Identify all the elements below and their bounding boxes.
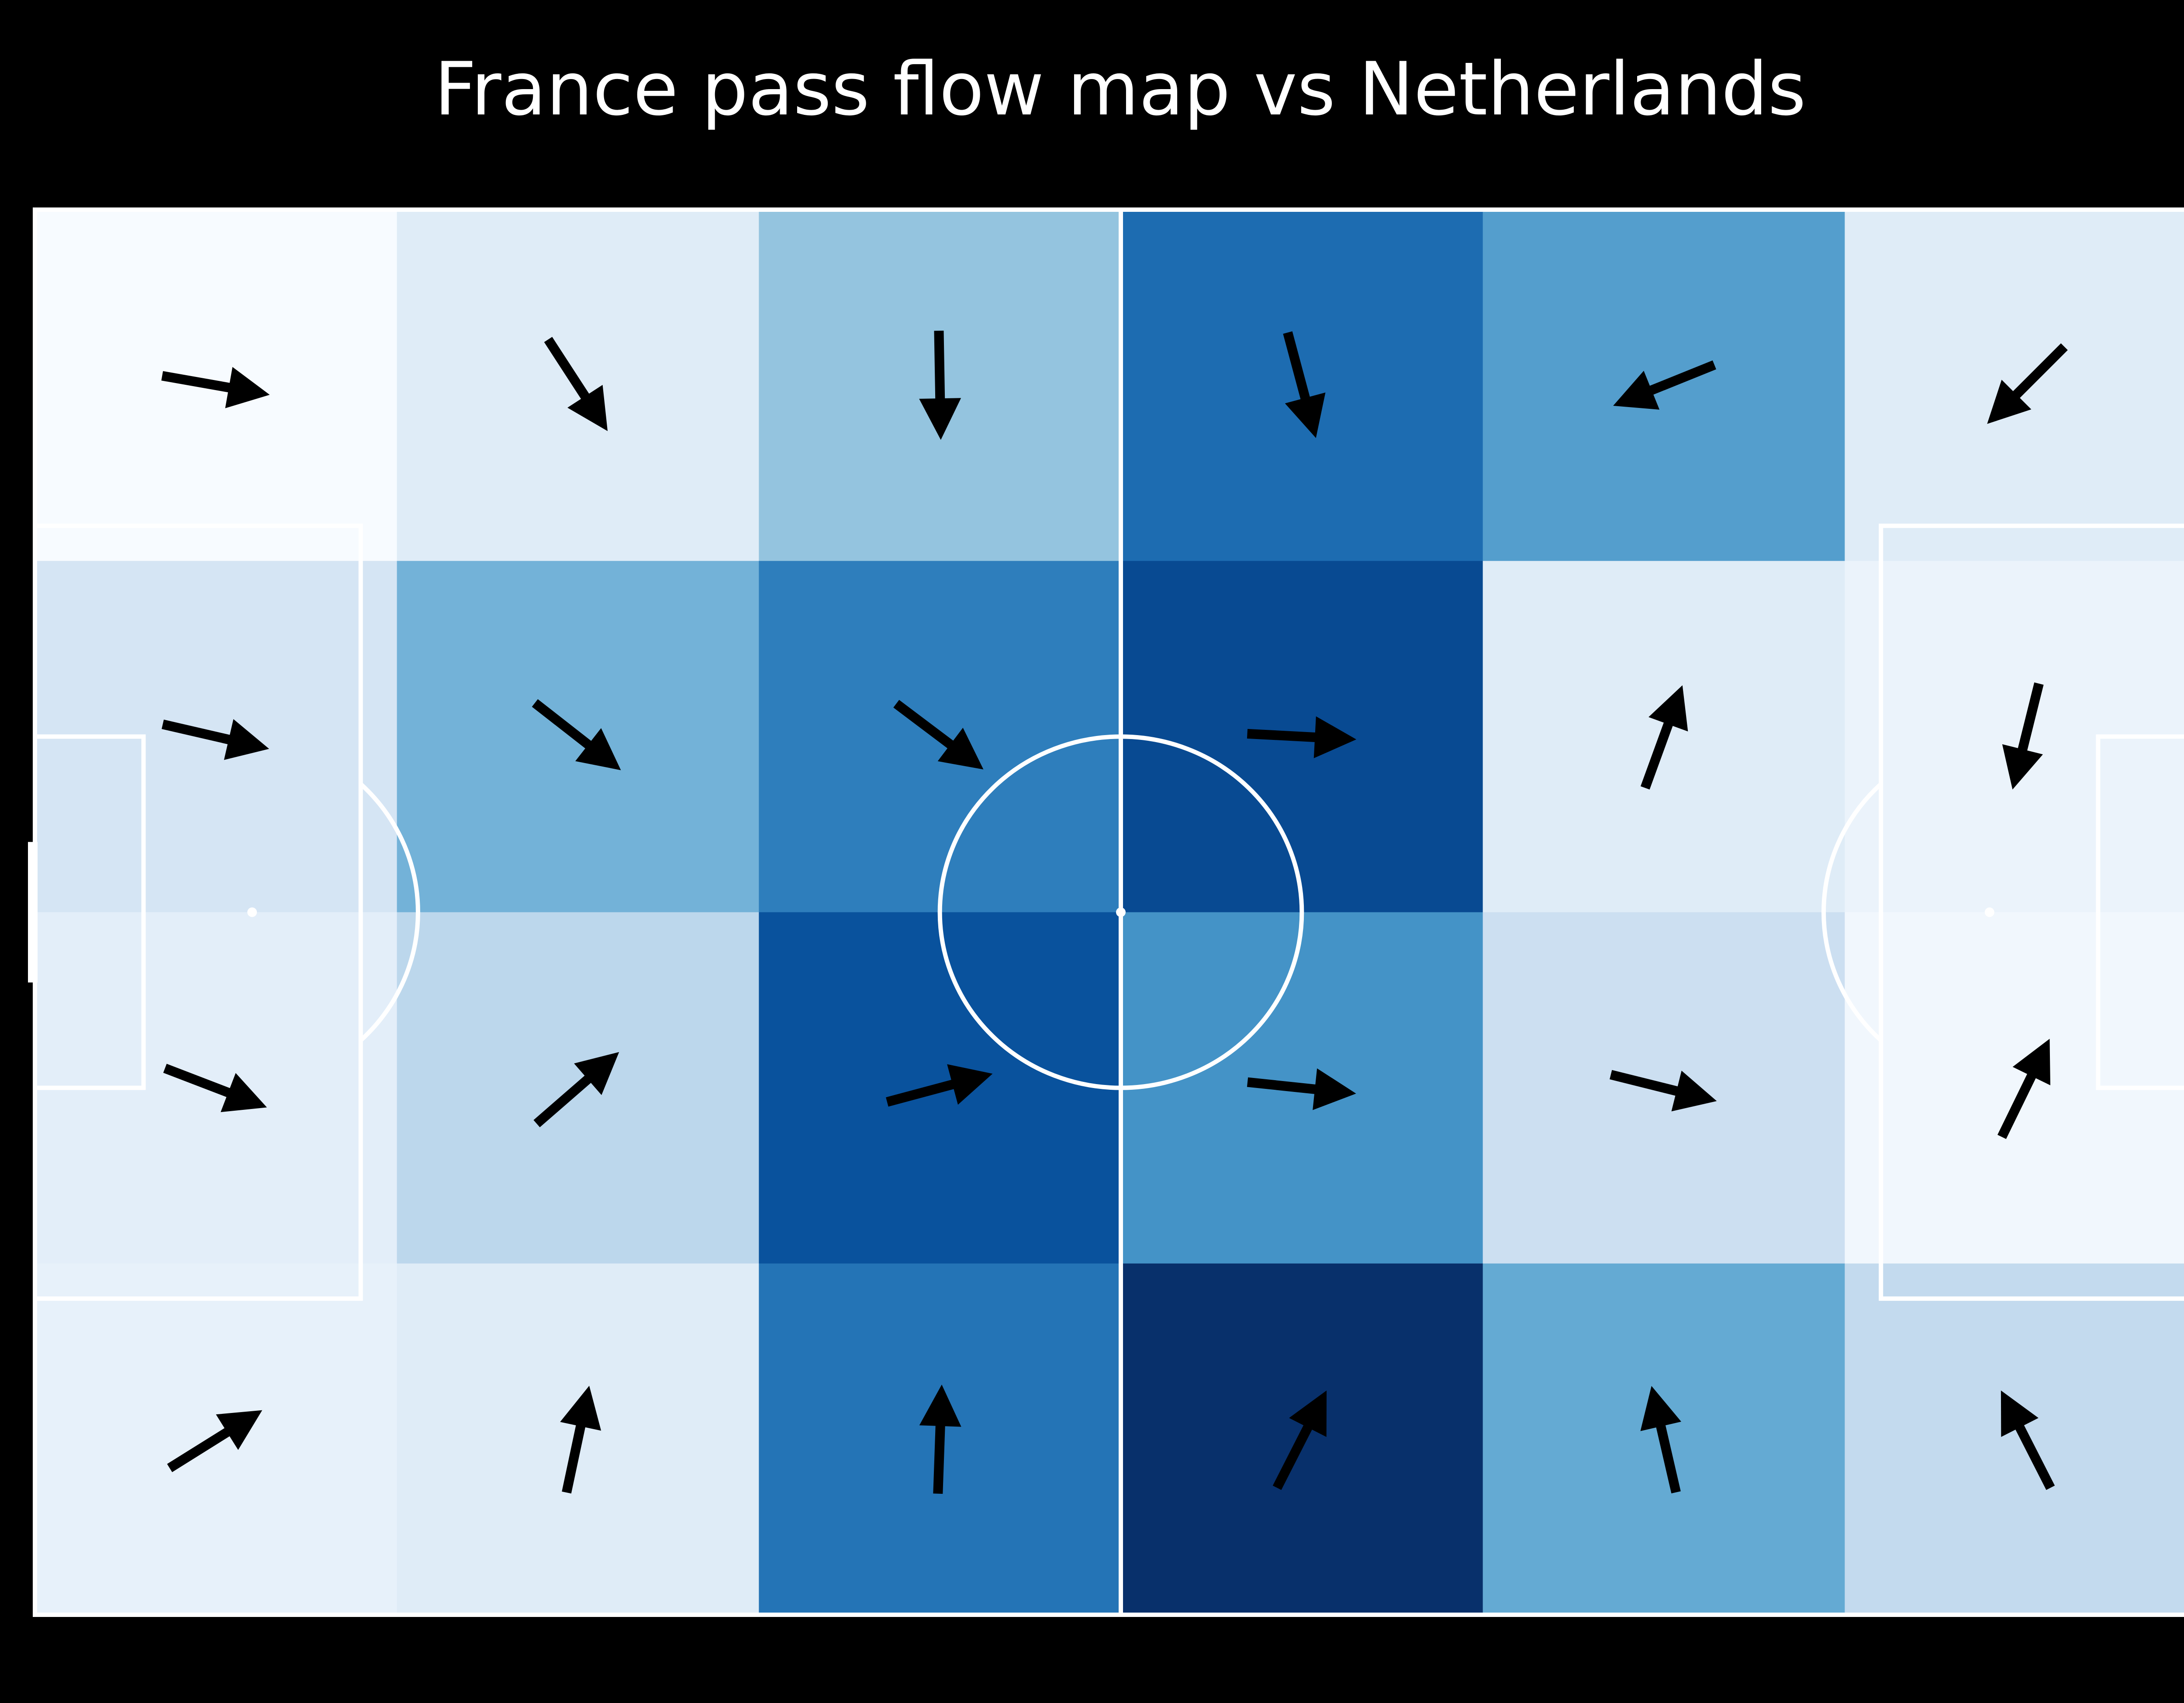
flow-arrow-shaft <box>1645 360 1717 397</box>
flow-arrow-4-3 <box>1640 1386 1682 1494</box>
flow-arrow-4-1 <box>1640 685 1688 790</box>
penalty-spot-right <box>1984 907 1994 917</box>
flow-arrow-shaft <box>532 699 595 751</box>
flow-arrow-shaft <box>933 1421 946 1494</box>
penalty-spot-left <box>247 907 257 917</box>
flow-arrow-3-1 <box>1247 716 1357 758</box>
flow-arrow-head <box>1289 1390 1327 1437</box>
heatmap-cells <box>35 210 2184 1615</box>
flow-arrow-3-3 <box>1272 1390 1327 1490</box>
flow-arrow-5-0 <box>1987 343 2068 424</box>
flow-arrow-5-1 <box>2002 682 2044 790</box>
flow-arrow-head <box>1313 1068 1356 1110</box>
flow-arrow-0-3 <box>167 1410 263 1472</box>
flow-arrow-shaft <box>1610 1070 1682 1097</box>
flow-arrow-4-2 <box>1610 1070 1717 1112</box>
flow-arrow-shaft <box>2017 682 2044 755</box>
flow-arrow-4-0 <box>1613 360 1717 410</box>
flow-arrow-head <box>2002 744 2043 790</box>
flow-arrow-shaft <box>2013 1421 2055 1490</box>
flow-arrow-shaft <box>161 371 234 393</box>
flow-arrow-5-2 <box>1997 1039 2050 1139</box>
center-circle <box>937 734 1304 1090</box>
flow-arrow-1-1 <box>532 699 621 770</box>
flow-arrow-shaft <box>934 330 945 403</box>
flow-arrow-shaft <box>163 1064 234 1099</box>
flow-arrow-3-2 <box>1247 1068 1356 1110</box>
flow-arrow-shaft <box>886 1078 958 1107</box>
flow-arrow-head <box>1987 380 2032 424</box>
flow-arrow-0-1 <box>162 719 270 760</box>
heatmap-cell-5-0 <box>1845 210 2184 561</box>
flow-arrow-head <box>1613 370 1660 410</box>
flow-arrow-1-3 <box>560 1385 601 1494</box>
flow-arrow-3-0 <box>1283 331 1326 438</box>
flow-arrow-head <box>2001 1390 2039 1437</box>
flow-arrow-shaft <box>1640 719 1675 790</box>
flow-arrow-head <box>1648 685 1688 732</box>
flow-arrow-head <box>560 1385 601 1431</box>
flow-arrow-head <box>224 719 270 760</box>
flow-arrow-5-3 <box>2001 1390 2055 1490</box>
flow-arrow-shaft <box>2010 343 2068 401</box>
penalty-arc-right <box>1821 782 1883 1042</box>
flow-arrow-2-2 <box>886 1064 993 1107</box>
flow-arrow-head <box>567 385 608 431</box>
flow-arrow-head <box>1313 716 1357 758</box>
flow-arrow-2-0 <box>919 330 961 440</box>
center-spot <box>1116 907 1126 917</box>
flow-arrow-head <box>919 1384 961 1427</box>
flow-arrow-shaft <box>893 700 957 751</box>
flow-arrow-shaft <box>167 1426 234 1472</box>
penalty-area-right <box>1879 523 2184 1301</box>
flow-arrow-head <box>575 728 621 770</box>
pass-flow-arrows <box>161 330 2068 1494</box>
flow-arrow-head <box>1671 1071 1717 1112</box>
flow-arrow-0-0 <box>161 367 270 408</box>
flow-arrow-shaft <box>1283 331 1311 404</box>
flow-arrow-head <box>225 367 270 408</box>
flow-arrow-shaft <box>533 1073 594 1127</box>
flow-arrow-head <box>1640 1386 1682 1431</box>
penalty-arc-left <box>359 782 420 1042</box>
flow-arrow-head <box>937 728 984 770</box>
flow-arrow-shaft <box>1655 1421 1681 1494</box>
flow-arrow-2-1 <box>893 700 984 770</box>
flow-arrow-0-2 <box>163 1064 267 1112</box>
flow-arrow-head <box>2012 1039 2050 1085</box>
chart-title: France pass flow map vs Netherlands <box>434 46 1806 132</box>
flow-arrow-head <box>574 1052 619 1095</box>
flow-arrow-shaft <box>544 337 592 403</box>
flow-arrow-shaft <box>562 1421 587 1494</box>
flow-arrow-1-0 <box>544 337 608 431</box>
flow-arrow-shaft <box>1247 1077 1320 1095</box>
flow-arrow-2-3 <box>919 1384 961 1494</box>
flow-arrow-shaft <box>1997 1070 2038 1139</box>
flow-arrow-shaft <box>162 719 234 746</box>
flow-arrow-head <box>216 1410 263 1450</box>
flow-arrow-head <box>221 1073 267 1112</box>
six-yard-box-right <box>2096 734 2184 1090</box>
flow-arrow-head <box>1285 392 1326 438</box>
pitch-markings <box>28 207 2184 1617</box>
flow-arrow-shaft <box>1247 729 1320 743</box>
flow-arrow-head <box>919 398 961 440</box>
flow-arrow-1-2 <box>533 1052 619 1127</box>
heatmap-cell-5-3 <box>1845 1263 2184 1615</box>
flow-arrow-head <box>947 1064 993 1105</box>
flow-arrow-shaft <box>1272 1421 1314 1490</box>
